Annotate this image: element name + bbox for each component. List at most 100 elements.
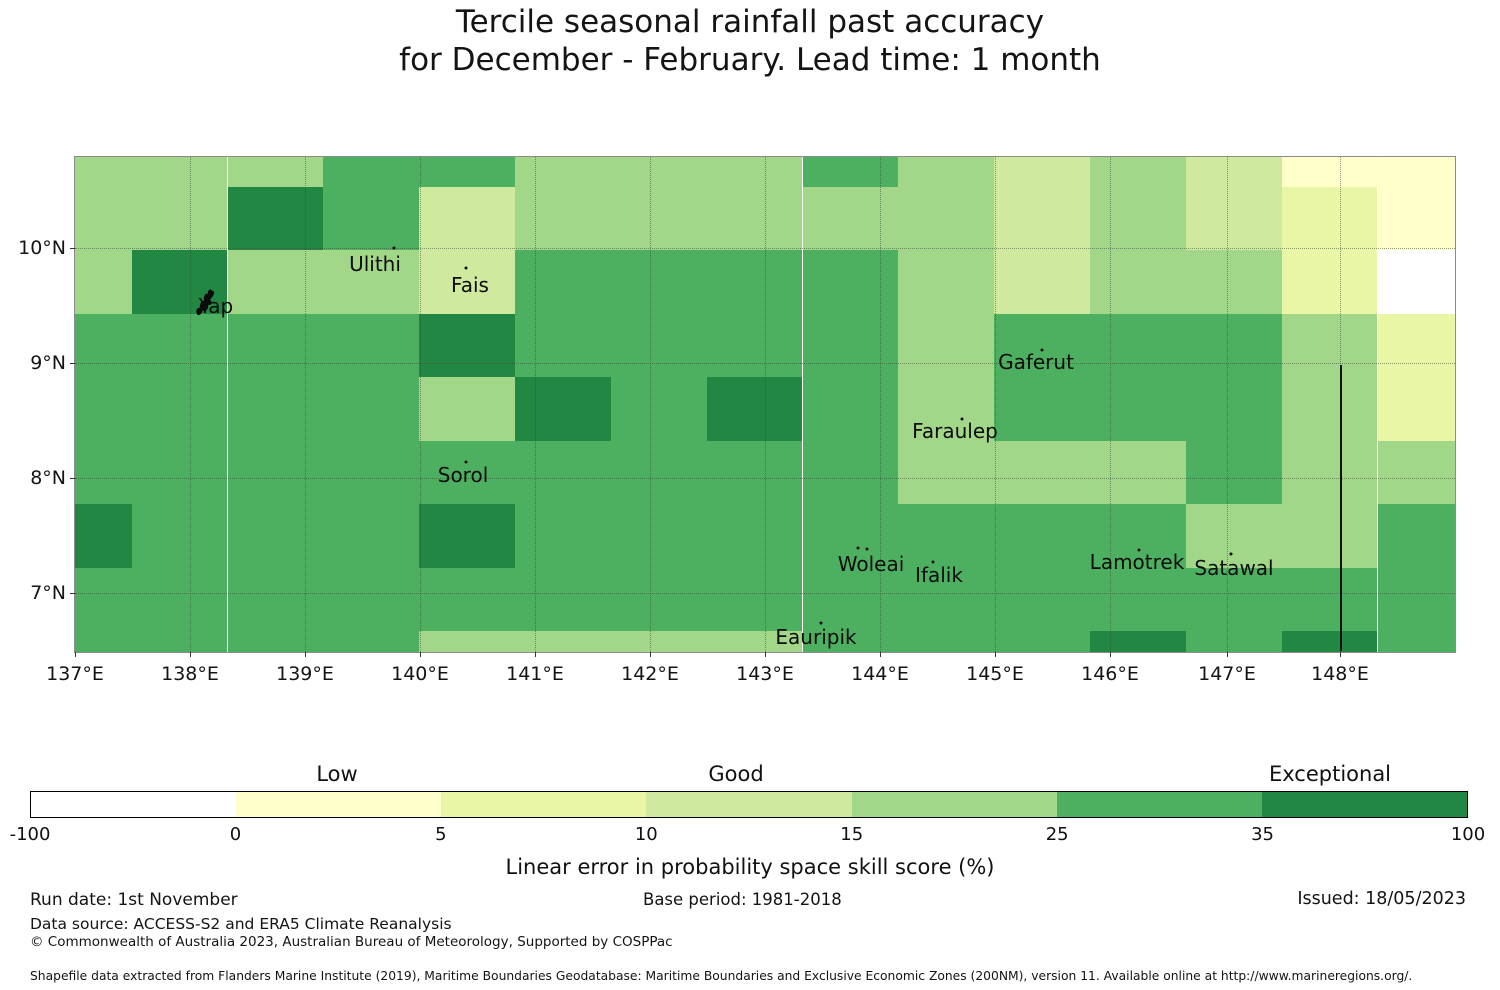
page-title-line1: Tercile seasonal rainfall past accuracy — [455, 4, 1045, 40]
grid-cell — [1377, 377, 1455, 441]
grid-cell — [1090, 567, 1186, 631]
grid-cell — [131, 631, 228, 652]
island-label-ifalik: Ifalik — [915, 563, 963, 587]
grid-cell — [419, 250, 515, 314]
grid-cell — [802, 250, 899, 314]
grid-cell — [227, 250, 324, 314]
graticule-parallel — [75, 478, 1455, 479]
y-tick-mark — [70, 593, 75, 594]
graticule-parallel — [75, 248, 1455, 249]
island-dot-eauripik — [819, 621, 823, 625]
grid-cell — [323, 186, 420, 250]
grid-cell — [994, 631, 1090, 652]
grid-cell — [706, 313, 803, 377]
x-tick-label: 148°E — [1311, 663, 1369, 685]
x-tick-label: 143°E — [736, 663, 794, 685]
grid-cell — [323, 313, 420, 377]
grid-cell — [515, 440, 611, 504]
colorbar-segment-15-to-25 — [851, 792, 1057, 817]
footer-data-source: Data source: ACCESS-S2 and ERA5 Climate … — [30, 915, 452, 933]
x-tick-mark — [765, 652, 766, 657]
island-label-faraulep: Faraulep — [912, 419, 998, 443]
grid-cell — [994, 567, 1090, 631]
grid-cell — [515, 186, 611, 250]
island-dot-sorol — [464, 460, 468, 464]
grid-cell — [610, 157, 707, 187]
colorbar-category-good: Good — [708, 762, 764, 786]
grid-cell — [419, 631, 515, 652]
grid-cell — [1090, 313, 1186, 377]
island-dot-ulithi — [392, 246, 396, 250]
yap-islands-icon — [196, 289, 215, 316]
colorbar-segment-0-to-5 — [236, 792, 442, 817]
colorbar-tick-label: 0 — [229, 824, 242, 845]
grid-cell — [515, 631, 611, 652]
island-label-yap: Yap — [198, 294, 234, 318]
grid-cell — [1281, 377, 1378, 441]
colorbar-segment-35-to-100 — [1261, 792, 1467, 817]
grid-cell — [75, 250, 132, 314]
grid-cell — [227, 440, 324, 504]
grid-cell — [1185, 186, 1282, 250]
grid-cell — [131, 504, 228, 568]
grid-cell — [1377, 250, 1455, 314]
grid-cell — [227, 504, 324, 568]
colorbar-category-low: Low — [316, 762, 358, 786]
x-tick-label: 142°E — [621, 663, 679, 685]
grid-cell — [1185, 567, 1282, 631]
grid-cell — [1377, 186, 1455, 250]
grid-cell — [1281, 250, 1378, 314]
footer-run-date: Run date: 1st November — [30, 890, 238, 910]
grid-cell — [898, 250, 995, 314]
grid-cell — [610, 313, 707, 377]
grid-cell — [1185, 250, 1282, 314]
grid-cell — [1281, 504, 1378, 568]
grid-cell — [994, 504, 1090, 568]
x-tick-mark — [1340, 652, 1341, 657]
grid-cell — [131, 377, 228, 441]
island-dot-woleai — [865, 547, 869, 551]
y-tick-label: 9°N — [30, 352, 66, 374]
grid-cell — [706, 186, 803, 250]
grid-cell — [706, 377, 803, 441]
grid-cell — [610, 377, 707, 441]
grid-cell — [802, 377, 899, 441]
grid-cell — [1090, 250, 1186, 314]
grid-cell — [994, 440, 1090, 504]
grid-cell — [227, 567, 324, 631]
grid-cell — [419, 186, 515, 250]
grid-cell — [898, 440, 995, 504]
graticule-meridian — [1110, 157, 1111, 652]
colorbar-tick-label: -100 — [9, 824, 51, 845]
grid-cell — [802, 631, 899, 652]
grid-cell — [1281, 186, 1378, 250]
colorbar-tick-label: 5 — [435, 824, 447, 845]
grid-cell — [515, 377, 611, 441]
grid-cell — [706, 157, 803, 187]
colorbar-segment-10-to-15 — [646, 792, 852, 817]
grid-cell — [610, 631, 707, 652]
grid-cell — [1377, 631, 1455, 652]
grid-cell — [419, 440, 515, 504]
grid-cell — [1090, 631, 1186, 652]
grid-cell — [1090, 186, 1186, 250]
footer-issued-date: Issued: 18/05/2023 — [1297, 889, 1466, 909]
colorbar-axis-label: Linear error in probability space skill … — [505, 855, 995, 879]
graticule-meridian — [880, 157, 881, 652]
graticule-meridian — [305, 157, 306, 652]
y-tick-label: 8°N — [30, 467, 66, 489]
grid-cell — [802, 440, 899, 504]
grid-cell — [706, 250, 803, 314]
y-tick-label: 7°N — [30, 582, 66, 604]
y-tick-mark — [70, 248, 75, 249]
graticule-meridian — [765, 157, 766, 652]
x-tick-label: 138°E — [161, 663, 219, 685]
grid-cell — [1377, 504, 1455, 568]
grid-cell — [610, 186, 707, 250]
island-dot-gaferut — [1040, 348, 1044, 352]
colorbar-segment-5-to-10 — [441, 792, 647, 817]
grid-cell — [1185, 313, 1282, 377]
grid-cell — [323, 440, 420, 504]
grid-cell — [994, 250, 1090, 314]
